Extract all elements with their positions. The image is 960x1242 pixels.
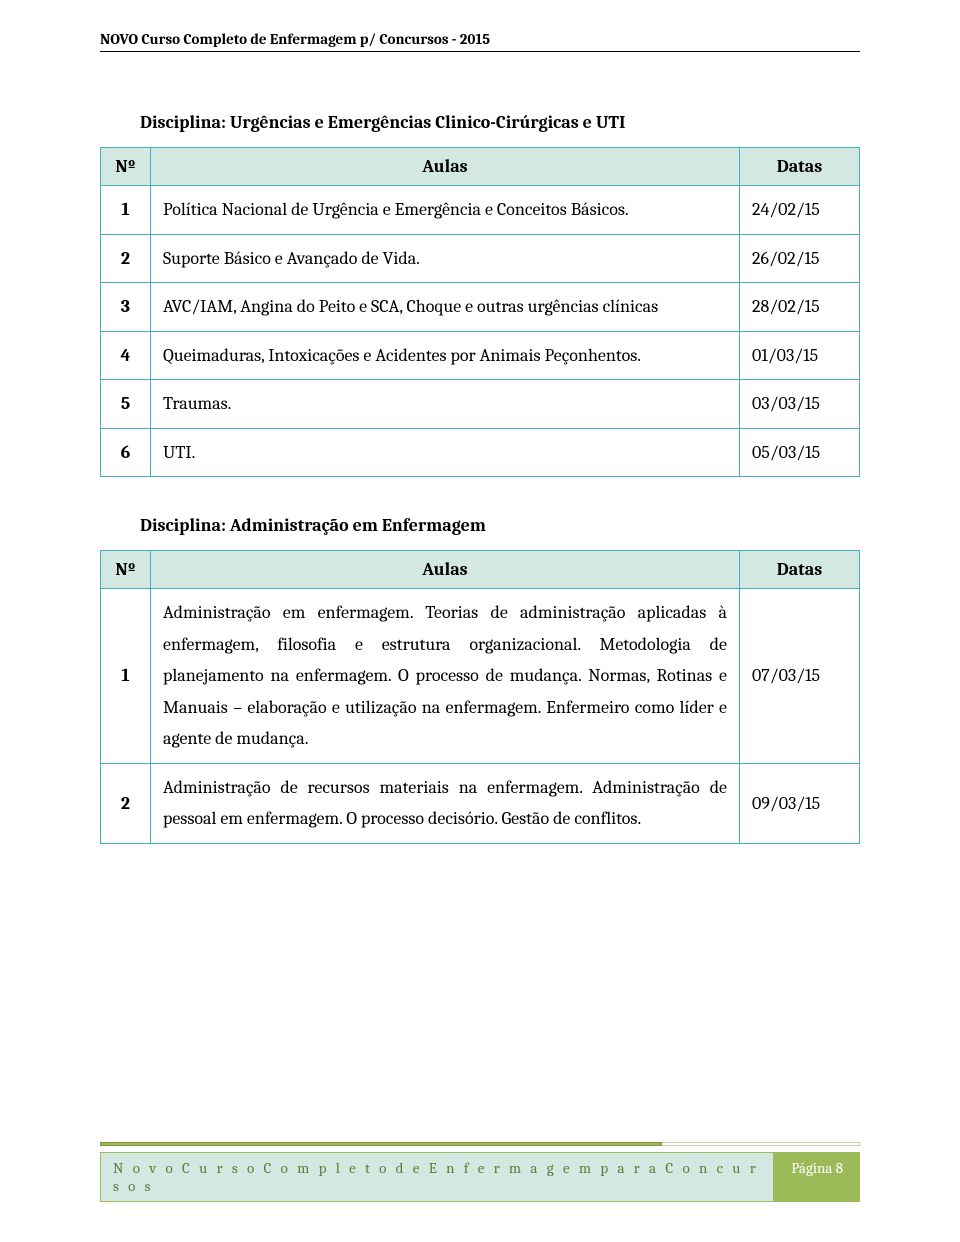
cell-date: 01/03/15 <box>740 331 860 380</box>
col-num: Nº <box>101 148 151 186</box>
table-section1: Nº Aulas Datas 1 Política Nacional de Ur… <box>100 147 860 477</box>
cell-desc: Política Nacional de Urgência e Emergênc… <box>151 186 740 235</box>
cell-num: 4 <box>101 331 151 380</box>
cell-num: 3 <box>101 283 151 332</box>
cell-date: 24/02/15 <box>740 186 860 235</box>
footer-page-number: Página 8 <box>774 1152 860 1202</box>
footer-divider <box>100 1142 860 1146</box>
cell-num: 1 <box>101 186 151 235</box>
table-row: 6 UTI. 05/03/15 <box>101 428 860 477</box>
cell-date: 05/03/15 <box>740 428 860 477</box>
table-header-row: Nº Aulas Datas <box>101 148 860 186</box>
cell-date: 07/03/15 <box>740 589 860 764</box>
cell-date: 09/03/15 <box>740 763 860 843</box>
page-footer: N o v o C u r s o C o m p l e t o d e E … <box>100 1146 860 1202</box>
cell-date: 26/02/15 <box>740 234 860 283</box>
cell-desc: Administração em enfermagem. Teorias de … <box>151 589 740 764</box>
cell-desc: Suporte Básico e Avançado de Vida. <box>151 234 740 283</box>
section1-title: Disciplina: Urgências e Emergências Clin… <box>140 112 860 133</box>
table-row: 1 Administração em enfermagem. Teorias d… <box>101 589 860 764</box>
cell-num: 1 <box>101 589 151 764</box>
col-datas: Datas <box>740 551 860 589</box>
cell-desc: AVC/IAM, Angina do Peito e SCA, Choque e… <box>151 283 740 332</box>
cell-date: 28/02/15 <box>740 283 860 332</box>
col-aulas: Aulas <box>151 148 740 186</box>
table-row: 1 Política Nacional de Urgência e Emergê… <box>101 186 860 235</box>
cell-desc: UTI. <box>151 428 740 477</box>
cell-date: 03/03/15 <box>740 380 860 429</box>
cell-desc: Queimaduras, Intoxicações e Acidentes po… <box>151 331 740 380</box>
table-row: 5 Traumas. 03/03/15 <box>101 380 860 429</box>
table-header-row: Nº Aulas Datas <box>101 551 860 589</box>
cell-desc: Administração de recursos materiais na e… <box>151 763 740 843</box>
col-datas: Datas <box>740 148 860 186</box>
cell-num: 5 <box>101 380 151 429</box>
section2-title: Disciplina: Administração em Enfermagem <box>140 515 860 536</box>
cell-num: 6 <box>101 428 151 477</box>
document-header: NOVO Curso Completo de Enfermagem p/ Con… <box>100 30 860 52</box>
table-row: 3 AVC/IAM, Angina do Peito e SCA, Choque… <box>101 283 860 332</box>
table-section2: Nº Aulas Datas 1 Administração em enferm… <box>100 550 860 844</box>
col-aulas: Aulas <box>151 551 740 589</box>
table-row: 2 Suporte Básico e Avançado de Vida. 26/… <box>101 234 860 283</box>
footer-title: N o v o C u r s o C o m p l e t o d e E … <box>100 1152 774 1202</box>
cell-num: 2 <box>101 763 151 843</box>
table-row: 4 Queimaduras, Intoxicações e Acidentes … <box>101 331 860 380</box>
cell-num: 2 <box>101 234 151 283</box>
table-row: 2 Administração de recursos materiais na… <box>101 763 860 843</box>
cell-desc: Traumas. <box>151 380 740 429</box>
col-num: Nº <box>101 551 151 589</box>
